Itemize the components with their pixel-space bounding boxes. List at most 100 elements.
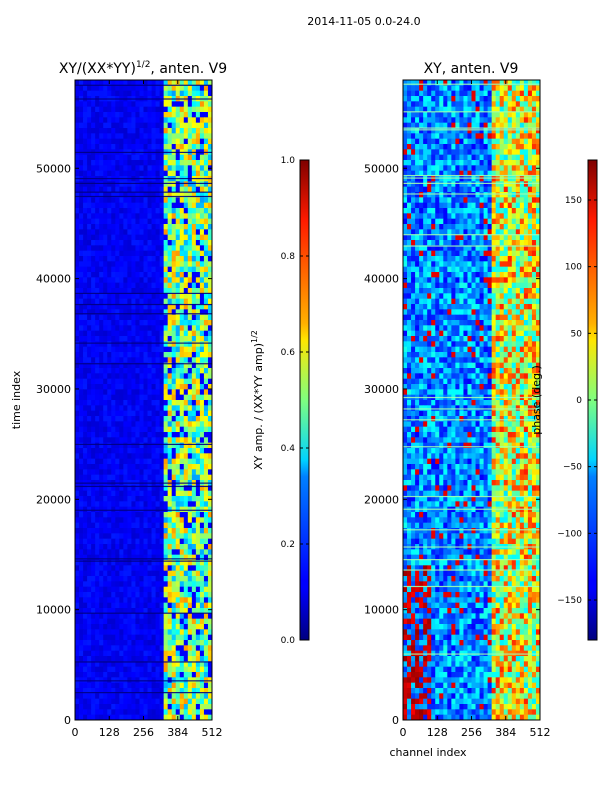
heatmap-cell — [167, 293, 173, 300]
heatmap-cell — [171, 170, 177, 177]
heatmap-cell — [139, 608, 144, 614]
heatmap-cell — [139, 554, 144, 561]
heatmap-cell — [199, 528, 205, 534]
heatmap-cell — [91, 373, 96, 380]
heatmap-cell — [155, 373, 161, 380]
heatmap-cell — [475, 80, 480, 86]
heatmap-cell — [159, 218, 165, 225]
heatmap-cell — [455, 133, 460, 140]
heatmap-cell — [179, 672, 185, 678]
heatmap-cell — [203, 458, 209, 465]
heatmap-cell — [79, 549, 84, 556]
heatmap-cell — [207, 261, 212, 268]
heatmap-cell — [123, 661, 128, 668]
heatmap-cell — [163, 117, 169, 124]
heatmap-cell — [95, 106, 100, 113]
heatmap-cell — [107, 373, 112, 380]
heatmap-cell — [171, 266, 177, 273]
heatmap-cell — [199, 544, 205, 550]
heatmap-cell — [195, 714, 201, 720]
heatmap-cell — [83, 554, 88, 561]
heatmap-cell — [75, 666, 80, 673]
heatmap-cell — [143, 672, 148, 678]
heatmap-cell — [439, 106, 444, 113]
heatmap-cell — [111, 677, 116, 684]
heatmap-cell — [463, 202, 468, 209]
heatmap-cell — [107, 661, 112, 668]
heatmap-cell — [195, 613, 201, 620]
heatmap-cell — [163, 565, 169, 572]
heatmap-cell — [195, 426, 201, 433]
heatmap-cell — [507, 154, 513, 161]
heatmap-cell — [111, 384, 116, 390]
heatmap-cell — [199, 352, 205, 358]
heatmap-cell — [103, 90, 108, 97]
heatmap-cell — [99, 634, 104, 641]
heatmap-cell — [511, 90, 517, 97]
heatmap-cell — [207, 533, 212, 540]
heatmap-cell — [135, 378, 140, 385]
heatmap-cell — [143, 592, 148, 598]
heatmap-cell — [123, 576, 128, 582]
heatmap-cell — [167, 277, 173, 284]
heatmap-cell — [199, 202, 205, 209]
heatmap-cell — [419, 154, 424, 161]
heatmap-cell — [91, 346, 96, 353]
heatmap-cell — [159, 224, 165, 230]
heatmap-cell — [115, 704, 120, 710]
heatmap-cell — [99, 336, 104, 342]
heatmap-cell — [531, 133, 537, 140]
heatmap-cell — [459, 186, 464, 193]
heatmap-cell — [99, 405, 104, 412]
heatmap-cell — [103, 517, 108, 524]
heatmap-cell — [127, 533, 132, 540]
heatmap-cell — [107, 250, 112, 257]
heatmap-cell — [167, 384, 173, 390]
heatmap-cell — [411, 90, 416, 97]
heatmap-cell — [191, 304, 197, 310]
heatmap-cell — [115, 693, 120, 700]
heatmap-cell — [91, 698, 96, 705]
heatmap-cell — [103, 122, 108, 129]
heatmap-cell — [107, 581, 112, 588]
heatmap-cell — [155, 309, 161, 316]
heatmap-cell — [155, 282, 161, 289]
heatmap-cell — [127, 698, 132, 705]
heatmap-cell — [179, 165, 185, 172]
heatmap-cell — [483, 154, 489, 161]
heatmap-cell — [107, 192, 112, 198]
heatmap-cell — [419, 170, 424, 177]
heatmap-cell — [471, 85, 476, 92]
heatmap-cell — [91, 453, 96, 460]
heatmap-cell — [511, 144, 517, 150]
heatmap-cell — [159, 634, 165, 641]
heatmap-cell — [467, 144, 472, 150]
heatmap-cell — [95, 544, 100, 550]
heatmap-cell — [159, 421, 165, 428]
heatmap-cell — [163, 688, 169, 694]
heatmap-cell — [91, 693, 96, 700]
heatmap-cell — [95, 469, 100, 476]
heatmap-cell — [79, 160, 84, 166]
heatmap-cell — [167, 650, 173, 657]
heatmap-cell — [79, 544, 84, 550]
heatmap-cell — [135, 314, 140, 321]
heatmap-cell — [435, 160, 440, 166]
heatmap-cell — [183, 485, 189, 492]
heatmap-cell — [195, 538, 201, 545]
heatmap-cell — [115, 624, 120, 630]
heatmap-cell — [199, 106, 205, 113]
heatmap-cell — [511, 186, 517, 193]
heatmap-cell — [467, 122, 472, 129]
heatmap-cell — [131, 117, 136, 124]
heatmap-cell — [451, 144, 456, 150]
heatmap-cell — [79, 357, 84, 364]
heatmap-cell — [199, 506, 205, 513]
heatmap-cell — [87, 677, 92, 684]
heatmap-cell — [83, 522, 88, 529]
heatmap-cell — [463, 176, 468, 182]
heatmap-cell — [143, 416, 148, 422]
heatmap-cell — [79, 629, 84, 636]
heatmap-cell — [159, 586, 165, 593]
heatmap-cell — [175, 485, 181, 492]
